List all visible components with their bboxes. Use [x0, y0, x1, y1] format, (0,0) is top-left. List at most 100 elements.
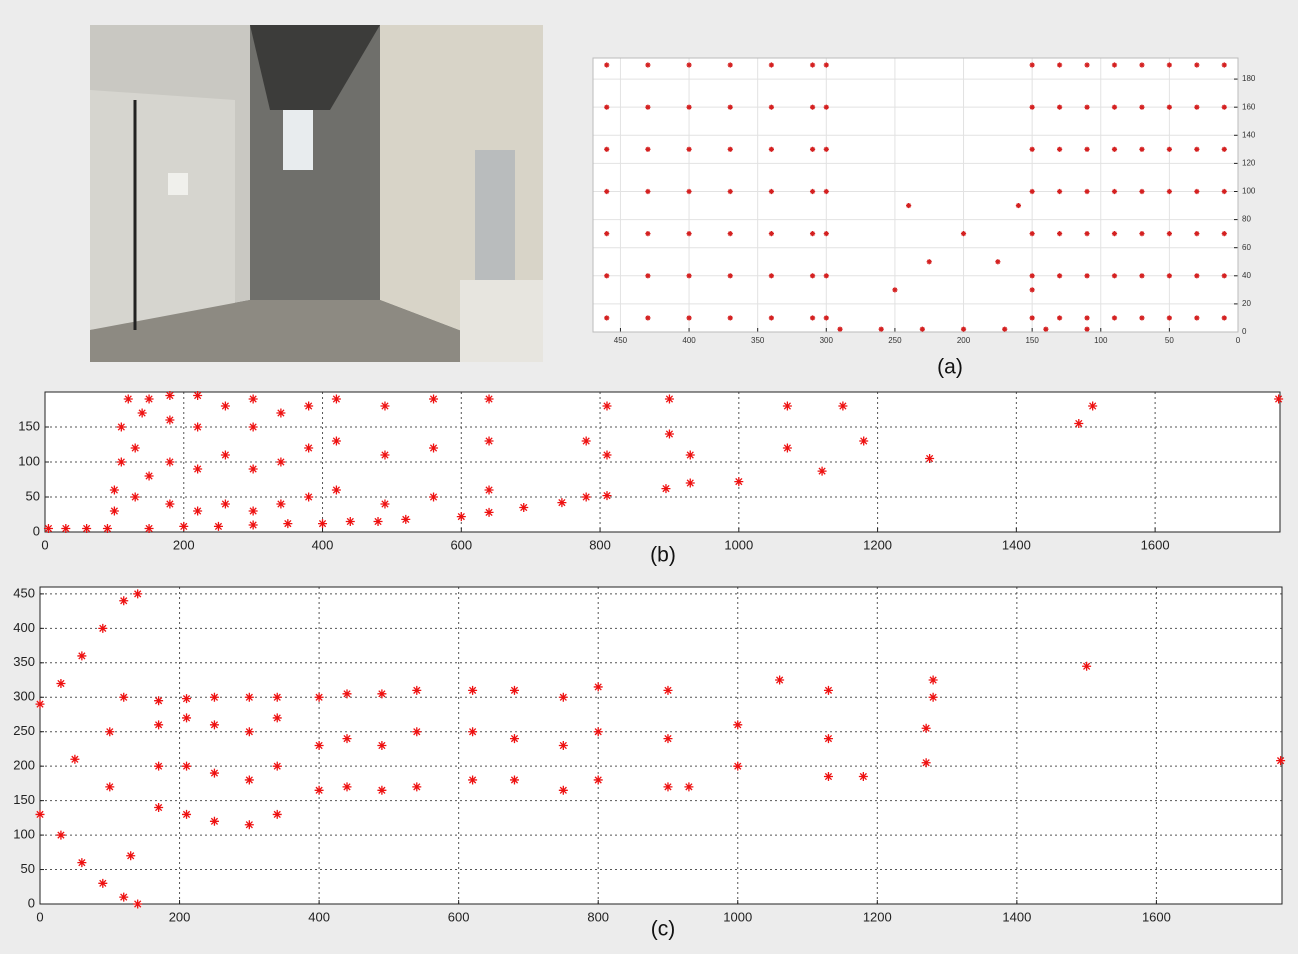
point [35, 809, 45, 819]
point [1139, 273, 1145, 279]
point [686, 104, 692, 110]
point [98, 623, 108, 633]
point [380, 499, 390, 509]
point [727, 62, 733, 68]
point [995, 259, 1001, 265]
point [1002, 326, 1008, 332]
point [663, 734, 673, 744]
point [684, 782, 694, 792]
plot-area [40, 587, 1282, 904]
point [645, 231, 651, 237]
y-tick-label: 450 [13, 585, 35, 600]
x-tick-label: 1200 [863, 537, 892, 552]
point [105, 727, 115, 737]
point [429, 394, 439, 404]
point [823, 273, 829, 279]
point [1111, 104, 1118, 110]
x-tick-label: 0 [41, 537, 48, 552]
x-tick-label: 150 [1025, 336, 1039, 345]
point [1084, 146, 1090, 152]
point [377, 741, 387, 750]
point [823, 62, 829, 68]
point [919, 326, 925, 332]
point [1194, 62, 1200, 68]
point [56, 678, 66, 688]
point [182, 694, 192, 704]
point [342, 782, 352, 792]
point [304, 401, 314, 411]
point [602, 491, 612, 501]
x-tick-label: 0 [1236, 336, 1241, 345]
point [248, 506, 258, 516]
point [823, 315, 829, 321]
point [1221, 104, 1227, 110]
point [509, 734, 519, 744]
point [468, 727, 478, 737]
point [558, 741, 568, 750]
point [209, 692, 219, 702]
point [1084, 273, 1090, 279]
point [193, 391, 203, 400]
point [686, 315, 692, 321]
point [130, 492, 140, 502]
point [782, 401, 792, 411]
x-tick-label: 400 [308, 909, 330, 924]
point [130, 443, 140, 453]
point [272, 809, 282, 819]
point [1194, 315, 1200, 321]
point [1111, 146, 1118, 152]
point [686, 62, 692, 68]
point [727, 273, 733, 279]
point [1166, 231, 1172, 237]
point [1084, 62, 1090, 68]
point [928, 675, 938, 685]
point [1221, 273, 1227, 279]
point [1057, 104, 1063, 110]
y-tick-label: 100 [13, 827, 35, 842]
point [1057, 231, 1063, 237]
x-tick-label: 1000 [724, 537, 753, 552]
point [193, 464, 203, 474]
point [373, 517, 383, 526]
point [182, 761, 192, 771]
point [581, 492, 591, 502]
y-tick-label: 0 [33, 523, 40, 538]
x-tick-label: 0 [36, 909, 43, 924]
point [593, 727, 603, 737]
point [768, 188, 775, 195]
point [645, 273, 651, 279]
point [456, 512, 466, 522]
point [727, 188, 733, 195]
point [775, 675, 785, 685]
point [509, 775, 519, 785]
point [213, 521, 223, 531]
point [593, 775, 603, 785]
point [558, 785, 568, 795]
point [331, 394, 341, 404]
point [558, 692, 568, 702]
point [331, 485, 341, 495]
point [604, 146, 610, 152]
point [165, 391, 175, 400]
point [82, 524, 92, 533]
point [276, 499, 286, 509]
x-tick-label: 50 [1165, 336, 1174, 345]
y-tick-label: 20 [1242, 299, 1251, 308]
point [1166, 104, 1172, 110]
x-tick-label: 100 [1094, 336, 1108, 345]
point [314, 785, 324, 795]
point [484, 436, 494, 446]
point [1029, 315, 1035, 321]
point [182, 809, 192, 819]
x-tick-label: 450 [614, 336, 628, 345]
point [345, 517, 355, 526]
point [1221, 188, 1227, 195]
x-tick-label: 1400 [1002, 537, 1031, 552]
point [314, 692, 324, 702]
point [921, 758, 931, 768]
point [70, 754, 80, 764]
x-tick-label: 1000 [723, 909, 752, 924]
point [645, 188, 651, 195]
x-tick-label: 350 [751, 336, 765, 345]
point [144, 524, 154, 533]
